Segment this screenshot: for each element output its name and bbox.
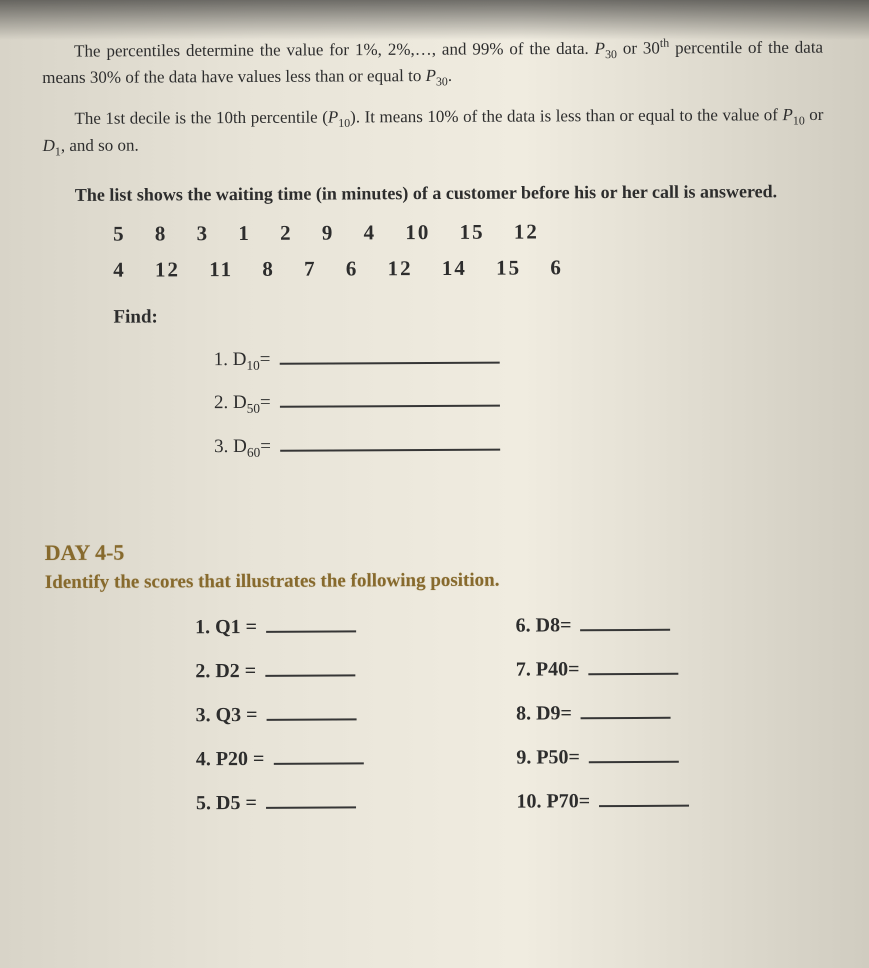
- ans-1-lbl: Q1 =: [215, 616, 257, 638]
- find-1-eq: =: [260, 348, 271, 369]
- find-1-sym: D: [233, 349, 247, 370]
- ans-5-n: 5.: [196, 792, 211, 814]
- ans-7-blank[interactable]: [588, 654, 678, 674]
- find-1-blank[interactable]: [279, 344, 499, 364]
- ans-9-lbl: P50=: [536, 746, 580, 768]
- intro-p2-text-e: or: [805, 105, 824, 124]
- intro-p1-text-f: .: [448, 66, 452, 85]
- ans-4-blank[interactable]: [273, 744, 363, 764]
- p30-symbol-2: P: [425, 66, 435, 85]
- p30-sub-2: 30: [436, 75, 448, 89]
- p10-sub-2: 10: [793, 113, 805, 127]
- ans-3-lbl: Q3 =: [215, 704, 257, 726]
- ans-9: 9. P50=: [516, 742, 797, 769]
- p10-symbol-2: P: [782, 105, 792, 124]
- find-2-eq: =: [260, 392, 271, 413]
- intro-p2-text-g: , and so on.: [61, 135, 139, 154]
- problem-lead: The list shows the waiting time (in minu…: [43, 178, 824, 209]
- ans-2: 2. D2 =: [195, 655, 476, 682]
- ans-3-blank[interactable]: [266, 700, 356, 720]
- find-3-sym: D: [233, 436, 247, 457]
- p30-symbol: P: [595, 39, 605, 58]
- p30-sub: 30: [605, 47, 617, 61]
- ans-9-n: 9.: [516, 746, 531, 768]
- p10-sub: 10: [338, 116, 350, 130]
- find-2-sym: D: [233, 392, 247, 413]
- ans-1-n: 1.: [195, 616, 210, 638]
- find-2-blank[interactable]: [279, 388, 499, 408]
- find-3-sub: 60: [247, 445, 260, 460]
- ans-10-blank[interactable]: [599, 786, 689, 806]
- ans-4: 4. P20 =: [196, 743, 477, 770]
- find-3-blank[interactable]: [280, 432, 500, 452]
- ans-3: 3. Q3 =: [195, 699, 476, 726]
- find-item-2: 2. D50=: [214, 378, 825, 425]
- d1-symbol: D: [43, 136, 55, 155]
- ans-10: 10. P70=: [516, 786, 797, 813]
- ans-6-blank[interactable]: [580, 610, 670, 630]
- ans-6-n: 6.: [516, 614, 531, 636]
- ans-7-n: 7.: [516, 658, 531, 680]
- intro-p1-text-c: or 30: [617, 38, 660, 57]
- day-heading: DAY 4-5: [45, 536, 826, 566]
- intro-p1-th: th: [660, 36, 669, 50]
- ans-3-n: 3.: [195, 704, 210, 726]
- find-2-sub: 50: [247, 401, 260, 416]
- find-item-3: 3. D60=: [214, 422, 825, 469]
- intro-paragraph-2: The 1st decile is the 10th percentile (P…: [42, 103, 823, 160]
- data-row-2: 4 12 11 8 7 6 12 14 15 6: [113, 249, 824, 288]
- answer-grid: 1. Q1 = 6. D8= 2. D2 = 7. P40= 3. Q3 = 8…: [195, 610, 797, 815]
- ans-6: 6. D8=: [516, 610, 797, 637]
- find-2-num: 2.: [214, 392, 228, 413]
- find-1-sub: 10: [246, 357, 259, 372]
- find-1-num: 1.: [214, 349, 228, 370]
- intro-paragraph-1: The percentiles determine the value for …: [42, 34, 823, 93]
- data-rows: 5 8 3 1 2 9 4 10 15 12 4 12 11 8 7 6 12 …: [113, 213, 824, 288]
- ans-8: 8. D9=: [516, 698, 797, 725]
- find-3-eq: =: [260, 436, 271, 457]
- ans-4-n: 4.: [196, 748, 211, 770]
- page-root: The percentiles determine the value for …: [0, 0, 869, 836]
- ans-2-lbl: D2 =: [215, 660, 256, 682]
- p10-symbol: P: [328, 107, 338, 126]
- ans-8-lbl: D9=: [536, 702, 572, 724]
- intro-p1-text-a: The percentiles determine the value for …: [74, 39, 595, 61]
- ans-10-lbl: P70=: [546, 790, 590, 812]
- ans-2-n: 2.: [195, 660, 210, 682]
- ans-5-lbl: D5 =: [216, 792, 257, 814]
- ans-1-blank[interactable]: [266, 612, 356, 632]
- ans-7: 7. P40=: [516, 654, 797, 681]
- find-label: Find:: [113, 303, 824, 329]
- ans-4-lbl: P20 =: [216, 748, 265, 770]
- ans-10-n: 10.: [516, 790, 541, 812]
- ans-7-lbl: P40=: [536, 658, 580, 680]
- data-row-1: 5 8 3 1 2 9 4 10 15 12: [113, 213, 824, 252]
- ans-5-blank[interactable]: [266, 788, 356, 808]
- ans-5: 5. D5 =: [196, 787, 477, 814]
- find-list: 1. D10= 2. D50= 3. D60=: [214, 335, 826, 469]
- ans-6-lbl: D8=: [536, 614, 572, 636]
- ans-1: 1. Q1 =: [195, 611, 476, 638]
- ans-9-blank[interactable]: [589, 742, 679, 762]
- ans-8-n: 8.: [516, 702, 531, 724]
- find-item-1: 1. D10=: [214, 335, 825, 382]
- intro-p2-text-c: ). It means 10% of the data is less than…: [350, 105, 782, 126]
- find-3-num: 3.: [214, 436, 228, 457]
- ans-8-blank[interactable]: [581, 698, 671, 718]
- ans-2-blank[interactable]: [265, 656, 355, 676]
- intro-p2-text-a: The 1st decile is the 10th percentile (: [74, 107, 328, 127]
- identify-instruction: Identify the scores that illustrates the…: [45, 568, 826, 594]
